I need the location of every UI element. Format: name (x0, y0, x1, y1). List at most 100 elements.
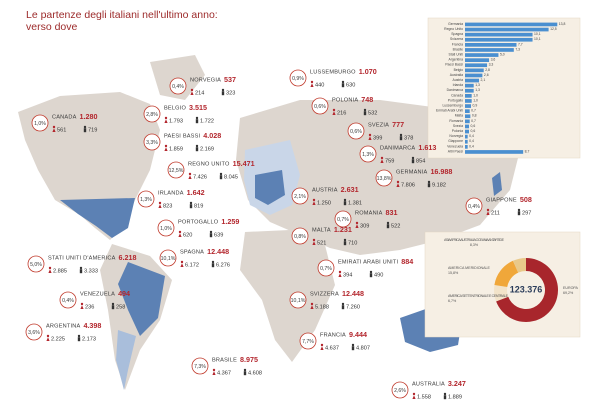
women-count: 1.558 (417, 394, 431, 400)
bar (465, 68, 484, 73)
bar-value-label: 0,4 (469, 144, 474, 148)
women-count: 216 (337, 110, 346, 116)
male-icon (443, 392, 447, 396)
title-line: verso dove (26, 21, 78, 33)
women-count: 5.188 (315, 304, 329, 310)
female-icon (212, 368, 216, 372)
female-icon (188, 175, 192, 179)
country-share: 0,4% (172, 84, 184, 90)
men-count: 258 (116, 304, 125, 310)
bar-category: Francia (452, 42, 463, 46)
bar-category: Spagna (451, 32, 463, 36)
europe-core (255, 170, 285, 205)
bar-value-label: 2,6 (484, 73, 489, 77)
male-icon (363, 111, 367, 116)
bar-category: Altri Paesi (448, 149, 464, 153)
country-total: 12.448 (207, 247, 229, 256)
women-count: 440 (315, 82, 324, 88)
country-name: PORTOGALLO (178, 219, 219, 225)
bar (465, 145, 468, 149)
bar-value-label: 1,0 (473, 93, 478, 97)
men-count: 719 (88, 127, 97, 133)
men-count: 4.807 (356, 345, 370, 351)
female-icon (178, 230, 182, 234)
men-count: 639 (214, 232, 223, 238)
country-share: 1,3% (362, 152, 374, 158)
country-total: 777 (392, 120, 404, 129)
country-name: GIAPPONE (486, 197, 517, 203)
male-icon (195, 119, 199, 124)
country-name: IRLANDA (158, 190, 184, 196)
bar-value-label: 0,6 (471, 124, 476, 128)
women-count: 561 (57, 127, 66, 133)
country-name: REGNO UNITO (188, 161, 230, 167)
male-icon (189, 201, 193, 205)
share-badge (347, 122, 365, 140)
country-share: 12,5% (169, 168, 184, 174)
men-count: 2.169 (200, 146, 214, 152)
men-count: 819 (194, 203, 203, 209)
country-share: 2,1% (294, 194, 306, 200)
women-count: 309 (360, 223, 369, 229)
male-icon (427, 183, 431, 188)
men-count: 8.045 (224, 174, 238, 180)
bar-value-label: 0,6 (471, 129, 476, 133)
male-icon (79, 266, 83, 270)
male-icon (341, 305, 345, 310)
bar (465, 99, 472, 103)
female-icon (310, 305, 314, 309)
women-count: 4.367 (217, 370, 231, 376)
bar-value-label: 2,8 (485, 68, 490, 72)
bar-value-label: 0,7 (471, 109, 476, 113)
country-name: LUSSEMBURGO (310, 69, 356, 75)
country-total: 3.515 (189, 103, 207, 112)
donut-center-label: 123.376 (510, 284, 543, 294)
country-name: FRANCIA (320, 332, 346, 338)
country-share: 0,4% (62, 298, 74, 304)
women-count: 7.426 (193, 174, 207, 180)
country-total: 6.218 (119, 253, 137, 262)
bar-value-label: 0,9 (473, 103, 478, 107)
country-name: ARGENTINA (46, 323, 81, 329)
bar (465, 83, 474, 88)
bar-category: Portogallo (448, 98, 463, 102)
female-icon (332, 108, 336, 112)
male-icon (221, 91, 225, 96)
country-name: POLONIA (332, 97, 358, 103)
female-icon (332, 111, 336, 115)
bar-category: Regno Unito (444, 27, 463, 31)
bar (465, 32, 533, 37)
male-icon (209, 230, 213, 234)
female-icon (412, 395, 416, 399)
female-icon (164, 147, 168, 151)
bar (465, 150, 524, 154)
donut-category: EUROPA (563, 286, 579, 290)
men-count: 9.182 (432, 182, 446, 188)
female-icon (380, 156, 384, 160)
country-total: 8.975 (240, 355, 258, 364)
share-badge (31, 114, 49, 132)
female-icon (190, 88, 194, 92)
male-icon (77, 337, 81, 342)
donut-category: AMERICA MERIDIONALE (448, 266, 491, 270)
country-total: 1.070 (359, 67, 377, 76)
bar (465, 43, 517, 47)
bar-category: Romania (449, 119, 463, 123)
female-icon (188, 172, 192, 176)
female-icon (164, 116, 168, 120)
female-icon (486, 211, 490, 215)
bar-value-label: 0,4 (469, 139, 474, 143)
male-icon (219, 172, 223, 176)
brazil (118, 262, 165, 336)
japan (492, 172, 502, 196)
female-icon (310, 83, 314, 87)
women-count: 620 (183, 232, 192, 238)
male-icon (195, 116, 199, 120)
male-icon (79, 269, 83, 274)
share-badge (191, 357, 209, 375)
women-count: 1.250 (317, 200, 331, 206)
bar-value-label: 2,1 (481, 78, 486, 82)
share-badge (299, 332, 317, 350)
country-name: SVEZIA (368, 122, 389, 128)
share-badge (25, 323, 43, 341)
